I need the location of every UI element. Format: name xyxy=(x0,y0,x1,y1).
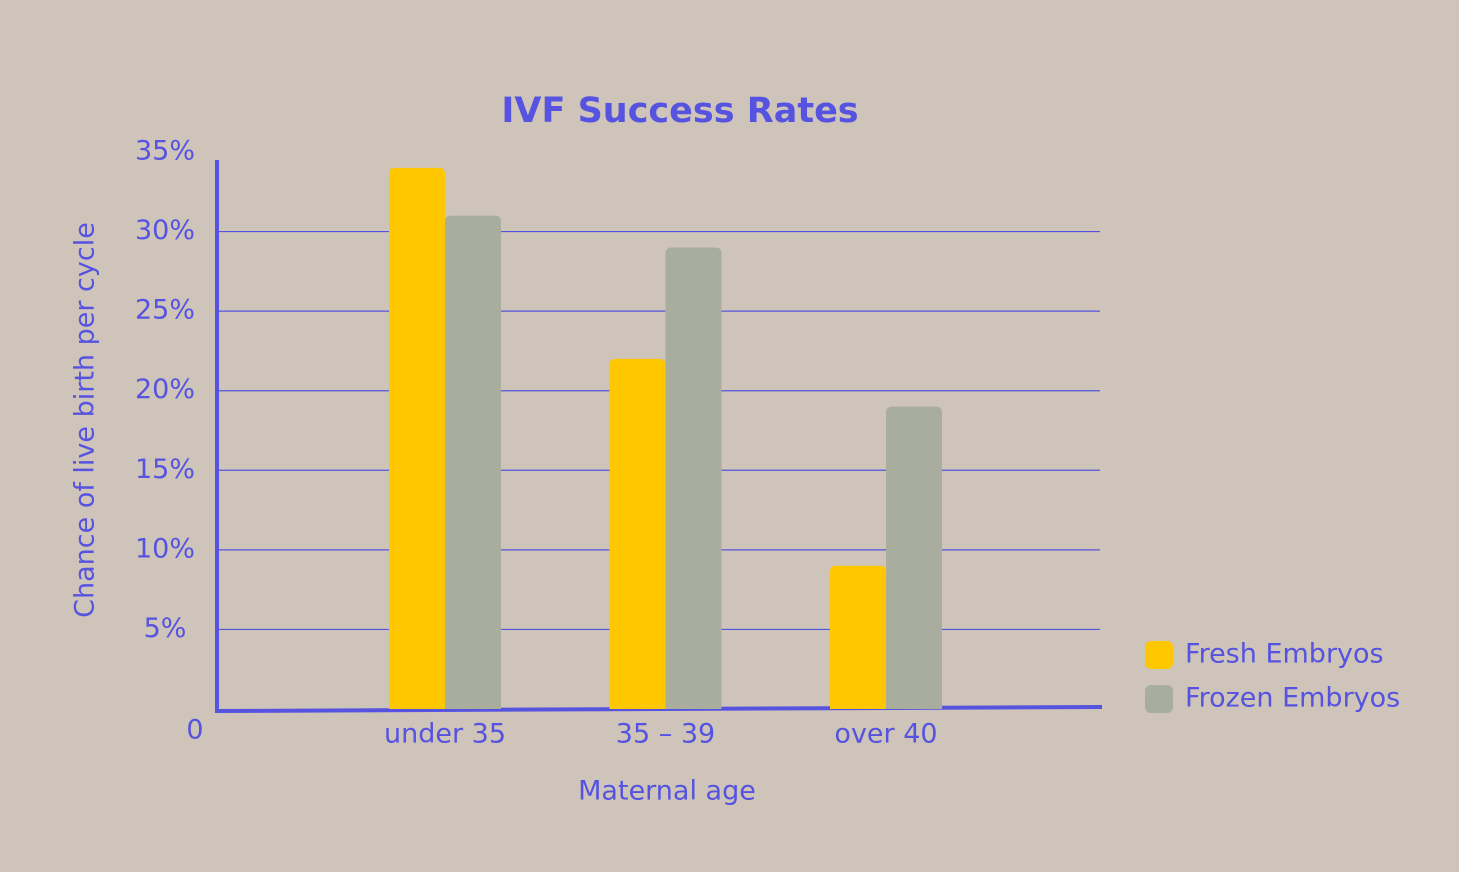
legend-swatch xyxy=(1145,685,1173,713)
y-tick-label: 30% xyxy=(135,215,195,246)
y-tick-label: 0 xyxy=(186,715,203,746)
y-tick-label: 10% xyxy=(135,533,195,564)
bar xyxy=(389,167,445,709)
bar xyxy=(665,247,722,709)
x-tick-label: under 35 xyxy=(384,719,506,750)
chart-title: IVF Success Rates xyxy=(501,91,858,131)
x-tick-label: over 40 xyxy=(834,719,937,750)
y-tick-label: 15% xyxy=(135,454,195,485)
x-axis-label: Maternal age xyxy=(578,776,756,807)
legend-label: Frozen Embryos xyxy=(1185,683,1400,714)
bar xyxy=(886,406,942,709)
x-tick-label: 35 – 39 xyxy=(616,719,715,750)
legend-label: Fresh Embryos xyxy=(1185,639,1384,670)
y-tick-label: 5% xyxy=(144,613,187,644)
bar xyxy=(445,215,501,709)
y-tick-label: 35% xyxy=(135,136,195,167)
legend-swatch xyxy=(1145,641,1173,669)
y-tick-label: 25% xyxy=(135,295,195,326)
bar xyxy=(830,565,886,709)
y-axis-label: Chance of live birth per cycle xyxy=(70,222,101,618)
bar xyxy=(609,358,666,709)
y-tick-label: 20% xyxy=(135,374,195,405)
